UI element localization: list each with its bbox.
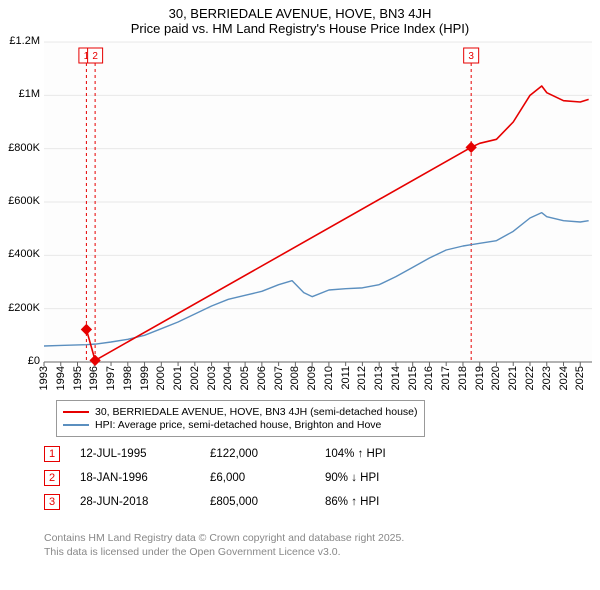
x-tick-label: 2004 (222, 366, 234, 390)
event-pct: 104% ↑ HPI (325, 448, 445, 460)
y-tick-label: £600K (0, 195, 40, 207)
x-tick-label: 2025 (574, 366, 586, 390)
x-tick-label: 1999 (139, 366, 151, 390)
legend-label: 30, BERRIEDALE AVENUE, HOVE, BN3 4JH (se… (95, 406, 418, 418)
chart-container: 30, BERRIEDALE AVENUE, HOVE, BN3 4JH Pri… (0, 0, 600, 590)
legend-item: 30, BERRIEDALE AVENUE, HOVE, BN3 4JH (se… (63, 406, 418, 418)
legend: 30, BERRIEDALE AVENUE, HOVE, BN3 4JH (se… (56, 400, 425, 437)
x-tick-label: 2017 (440, 366, 452, 390)
x-tick-label: 2023 (541, 366, 553, 390)
title-block: 30, BERRIEDALE AVENUE, HOVE, BN3 4JH Pri… (0, 0, 600, 36)
event-row: 3 28-JUN-2018£805,00086% ↑ HPI (44, 490, 445, 514)
event-date: 28-JUN-2018 (80, 496, 210, 508)
x-tick-label: 2000 (155, 366, 167, 390)
legend-swatch (63, 411, 89, 413)
x-tick-label: 1994 (55, 366, 67, 390)
title-line-2: Price paid vs. HM Land Registry's House … (0, 21, 600, 36)
x-tick-label: 2005 (239, 366, 251, 390)
y-tick-label: £1.2M (0, 35, 40, 47)
event-date: 12-JUL-1995 (80, 448, 210, 460)
event-row: 1 12-JUL-1995£122,000104% ↑ HPI (44, 442, 445, 466)
y-tick-label: £800K (0, 142, 40, 154)
x-tick-label: 2001 (172, 366, 184, 390)
event-price: £122,000 (210, 448, 325, 460)
attribution-line-2: This data is licensed under the Open Gov… (44, 546, 404, 560)
svg-text:2: 2 (92, 51, 98, 62)
legend-label: HPI: Average price, semi-detached house,… (95, 419, 381, 431)
event-number-box: 1 (44, 446, 60, 462)
x-tick-label: 2015 (407, 366, 419, 390)
x-tick-label: 2022 (524, 366, 536, 390)
event-number-box: 2 (44, 470, 60, 486)
x-tick-label: 2003 (206, 366, 218, 390)
event-price: £805,000 (210, 496, 325, 508)
x-tick-label: 1993 (38, 366, 50, 390)
plot-svg: 123 (44, 42, 592, 362)
x-axis-ticks: 1993199419951996199719981999200020012002… (44, 366, 592, 400)
x-tick-label: 2010 (323, 366, 335, 390)
x-tick-label: 2006 (256, 366, 268, 390)
event-pct: 86% ↑ HPI (325, 496, 445, 508)
plot-area: 123 (44, 42, 592, 362)
event-row: 2 18-JAN-1996£6,00090% ↓ HPI (44, 466, 445, 490)
x-tick-label: 2002 (189, 366, 201, 390)
event-price: £6,000 (210, 472, 325, 484)
x-tick-label: 1997 (105, 366, 117, 390)
y-tick-label: £0 (0, 355, 40, 367)
x-tick-label: 2007 (273, 366, 285, 390)
event-date: 18-JAN-1996 (80, 472, 210, 484)
x-tick-label: 2008 (289, 366, 301, 390)
event-pct: 90% ↓ HPI (325, 472, 445, 484)
title-line-1: 30, BERRIEDALE AVENUE, HOVE, BN3 4JH (0, 6, 600, 21)
x-tick-label: 1996 (88, 366, 100, 390)
svg-text:3: 3 (468, 51, 474, 62)
x-tick-label: 2014 (390, 366, 402, 390)
events-table: 1 12-JUL-1995£122,000104% ↑ HPI 2 18-JAN-19… (44, 442, 445, 514)
x-tick-label: 1995 (72, 366, 84, 390)
x-tick-label: 2016 (423, 366, 435, 390)
event-number-box: 3 (44, 494, 60, 510)
x-tick-label: 2018 (457, 366, 469, 390)
x-tick-label: 2019 (474, 366, 486, 390)
x-tick-label: 1998 (122, 366, 134, 390)
x-tick-label: 2024 (558, 366, 570, 390)
legend-item: HPI: Average price, semi-detached house,… (63, 419, 418, 431)
legend-swatch (63, 424, 89, 426)
x-tick-label: 2011 (340, 366, 352, 390)
x-tick-label: 2020 (490, 366, 502, 390)
x-tick-label: 2009 (306, 366, 318, 390)
y-tick-label: £1M (0, 88, 40, 100)
attribution-line-1: Contains HM Land Registry data © Crown c… (44, 532, 404, 546)
y-axis-ticks: £0£200K£400K£600K£800K£1M£1.2M (0, 42, 44, 362)
x-tick-label: 2013 (373, 366, 385, 390)
x-tick-label: 2012 (356, 366, 368, 390)
y-tick-label: £200K (0, 302, 40, 314)
y-tick-label: £400K (0, 248, 40, 260)
attribution: Contains HM Land Registry data © Crown c… (44, 532, 404, 559)
x-tick-label: 2021 (507, 366, 519, 390)
